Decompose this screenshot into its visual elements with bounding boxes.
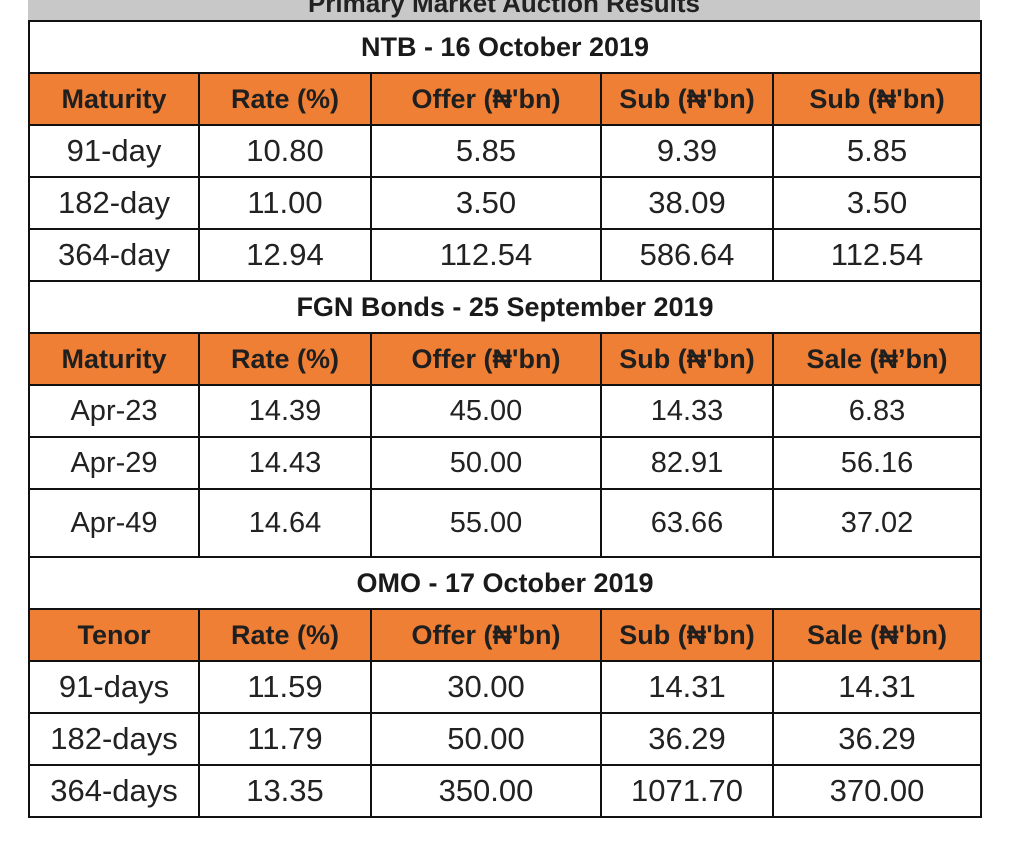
- table-cell: 14.31: [771, 660, 983, 714]
- table-cell: 182-day: [28, 176, 200, 230]
- table-cell: 370.00: [771, 764, 983, 818]
- table-cell: 13.35: [198, 764, 372, 818]
- table-cell: 30.00: [370, 660, 602, 714]
- table-cell: 586.64: [600, 228, 774, 282]
- column-header-row: Maturity Rate (%) Offer (₦'bn) Sub (₦'bn…: [28, 332, 983, 386]
- section-heading-omo: OMO - 17 October 2019: [27, 556, 983, 610]
- table-cell: 11.00: [198, 176, 372, 230]
- table-cell: 364-days: [28, 764, 200, 818]
- table-row: Apr-49 14.64 55.00 63.66 37.02: [28, 488, 983, 558]
- column-header: Sub (₦'bn): [600, 72, 774, 126]
- column-header: Maturity: [28, 72, 200, 126]
- table-cell: Apr-23: [28, 384, 200, 438]
- table-cell: 91-days: [28, 660, 200, 714]
- column-header: Sale (₦’bn): [771, 332, 983, 386]
- table-cell: 14.64: [198, 488, 372, 558]
- column-header: Tenor: [28, 608, 200, 662]
- table-cell: 36.29: [600, 712, 774, 766]
- table-cell: 350.00: [370, 764, 602, 818]
- section-heading-row: FGN Bonds - 25 September 2019: [27, 280, 983, 334]
- column-header: Sub (₦'bn): [771, 72, 983, 126]
- table-cell: 11.79: [198, 712, 372, 766]
- table-cell: 182-days: [28, 712, 200, 766]
- column-header-row: Maturity Rate (%) Offer (₦'bn) Sub (₦'bn…: [28, 72, 983, 126]
- table-cell: 5.85: [771, 124, 983, 178]
- column-header: Rate (%): [198, 332, 372, 386]
- table-cell: 3.50: [771, 176, 983, 230]
- table-cell: 50.00: [370, 712, 602, 766]
- table-cell: 37.02: [771, 488, 983, 558]
- column-header: Maturity: [28, 332, 200, 386]
- table-row: Apr-23 14.39 45.00 14.33 6.83: [28, 384, 983, 438]
- table-cell: 112.54: [771, 228, 983, 282]
- table-cell: 38.09: [600, 176, 774, 230]
- table-cell: 6.83: [771, 384, 983, 438]
- table-cell: 56.16: [771, 436, 983, 490]
- column-header-row: Tenor Rate (%) Offer (₦'bn) Sub (₦'bn) S…: [28, 608, 983, 662]
- table-cell: 11.59: [198, 660, 372, 714]
- section-heading-fgn-bonds: FGN Bonds - 25 September 2019: [27, 280, 983, 334]
- table-row: Apr-29 14.43 50.00 82.91 56.16: [28, 436, 983, 490]
- table-row: 182-days 11.79 50.00 36.29 36.29: [28, 712, 983, 766]
- column-header: Offer (₦'bn): [370, 332, 602, 386]
- table-cell: 14.43: [198, 436, 372, 490]
- table-cell: 112.54: [370, 228, 602, 282]
- column-header: Offer (₦'bn): [370, 72, 602, 126]
- table-cell: 5.85: [370, 124, 602, 178]
- table-row: 364-day 12.94 112.54 586.64 112.54: [28, 228, 983, 282]
- table-cell: 1071.70: [600, 764, 774, 818]
- table-cell: 9.39: [600, 124, 774, 178]
- title-bar: Primary Market Auction Results: [28, 0, 980, 20]
- table-cell: 36.29: [771, 712, 983, 766]
- table-cell: 3.50: [370, 176, 602, 230]
- page-title: Primary Market Auction Results: [307, 0, 701, 18]
- table-row: 364-days 13.35 350.00 1071.70 370.00: [28, 764, 983, 818]
- auction-results-table: NTB - 16 October 2019 Maturity Rate (%) …: [27, 20, 983, 818]
- table-row: 91-day 10.80 5.85 9.39 5.85: [28, 124, 983, 178]
- table-cell: 10.80: [198, 124, 372, 178]
- table-row: 182-day 11.00 3.50 38.09 3.50: [28, 176, 983, 230]
- table-cell: 12.94: [198, 228, 372, 282]
- table-cell: 14.31: [600, 660, 774, 714]
- section-heading-row: OMO - 17 October 2019: [27, 556, 983, 610]
- column-header: Rate (%): [198, 72, 372, 126]
- column-header: Sub (₦'bn): [600, 608, 774, 662]
- column-header: Rate (%): [198, 608, 372, 662]
- table-cell: Apr-29: [28, 436, 200, 490]
- section-heading-ntb: NTB - 16 October 2019: [27, 20, 983, 74]
- table-cell: 55.00: [370, 488, 602, 558]
- table-row: 91-days 11.59 30.00 14.31 14.31: [28, 660, 983, 714]
- column-header: Sub (₦'bn): [600, 332, 774, 386]
- table-cell: 63.66: [600, 488, 774, 558]
- table-cell: 14.33: [600, 384, 774, 438]
- section-heading-row: NTB - 16 October 2019: [27, 20, 983, 74]
- table-cell: 14.39: [198, 384, 372, 438]
- table-cell: 364-day: [28, 228, 200, 282]
- table-cell: 50.00: [370, 436, 602, 490]
- column-header: Sale (₦'bn): [771, 608, 983, 662]
- table-cell: 82.91: [600, 436, 774, 490]
- table-cell: 91-day: [28, 124, 200, 178]
- table-cell: 45.00: [370, 384, 602, 438]
- column-header: Offer (₦'bn): [370, 608, 602, 662]
- table-cell: Apr-49: [28, 488, 200, 558]
